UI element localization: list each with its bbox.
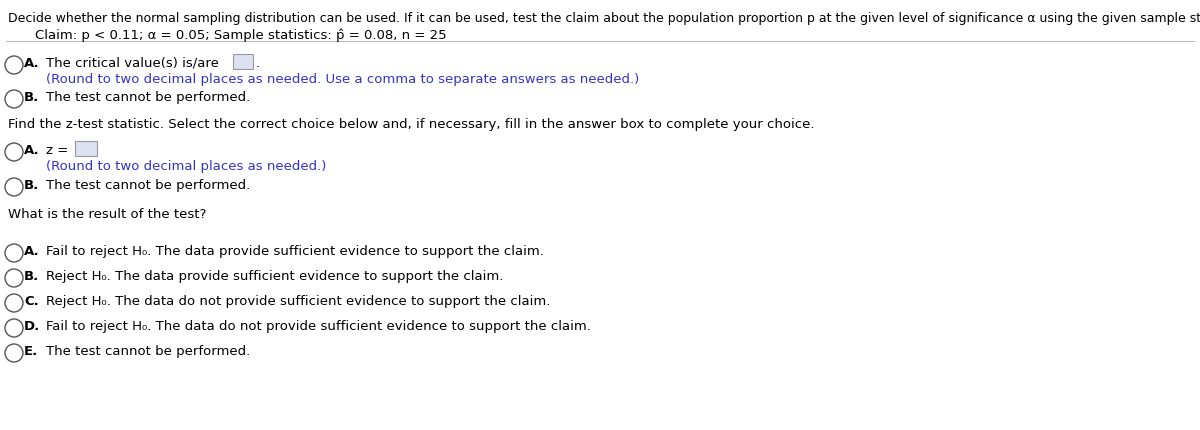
Text: A.: A.	[24, 57, 40, 70]
Text: The test cannot be performed.: The test cannot be performed.	[46, 91, 251, 104]
FancyBboxPatch shape	[233, 55, 253, 70]
Text: A.: A.	[24, 244, 40, 258]
Text: The critical value(s) is/are: The critical value(s) is/are	[46, 57, 218, 70]
Text: What is the result of the test?: What is the result of the test?	[8, 208, 206, 221]
FancyBboxPatch shape	[74, 141, 97, 157]
Text: B.: B.	[24, 91, 40, 104]
Text: C.: C.	[24, 294, 38, 307]
Text: A.: A.	[24, 144, 40, 157]
Text: B.: B.	[24, 178, 40, 191]
Text: z =: z =	[46, 144, 68, 157]
Text: Find the z-test statistic. Select the correct choice below and, if necessary, fi: Find the z-test statistic. Select the co…	[8, 118, 815, 131]
Text: B.: B.	[24, 269, 40, 283]
Text: The test cannot be performed.: The test cannot be performed.	[46, 178, 251, 191]
Text: Fail to reject H₀. The data do not provide sufficient evidence to support the cl: Fail to reject H₀. The data do not provi…	[46, 319, 590, 332]
Text: The test cannot be performed.: The test cannot be performed.	[46, 344, 251, 357]
Text: Reject H₀. The data provide sufficient evidence to support the claim.: Reject H₀. The data provide sufficient e…	[46, 269, 503, 283]
Text: E.: E.	[24, 344, 38, 357]
Text: D.: D.	[24, 319, 41, 332]
Text: Reject H₀. The data do not provide sufficient evidence to support the claim.: Reject H₀. The data do not provide suffi…	[46, 294, 551, 307]
Text: (Round to two decimal places as needed. Use a comma to separate answers as neede: (Round to two decimal places as needed. …	[46, 73, 640, 86]
Text: Claim: p < 0.11; α = 0.05; Sample statistics: p̂ = 0.08, n = 25: Claim: p < 0.11; α = 0.05; Sample statis…	[35, 28, 446, 41]
Text: Decide whether the normal sampling distribution can be used. If it can be used, : Decide whether the normal sampling distr…	[8, 12, 1200, 25]
Text: .: .	[256, 57, 260, 70]
Text: Fail to reject H₀. The data provide sufficient evidence to support the claim.: Fail to reject H₀. The data provide suff…	[46, 244, 544, 258]
Text: (Round to two decimal places as needed.): (Round to two decimal places as needed.)	[46, 160, 326, 172]
